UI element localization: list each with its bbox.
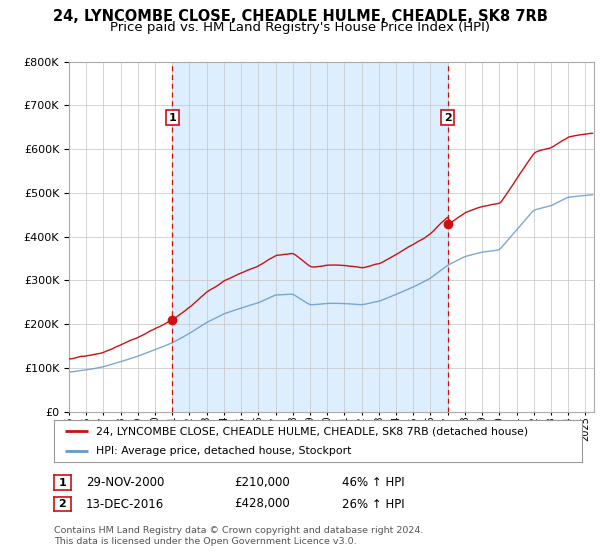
Text: 1: 1 [59, 478, 66, 488]
Text: £428,000: £428,000 [234, 497, 290, 511]
Text: 24, LYNCOMBE CLOSE, CHEADLE HULME, CHEADLE, SK8 7RB (detached house): 24, LYNCOMBE CLOSE, CHEADLE HULME, CHEAD… [96, 426, 529, 436]
Text: 1: 1 [169, 113, 176, 123]
Text: 13-DEC-2016: 13-DEC-2016 [86, 497, 164, 511]
Text: HPI: Average price, detached house, Stockport: HPI: Average price, detached house, Stoc… [96, 446, 352, 456]
Text: 46% ↑ HPI: 46% ↑ HPI [342, 476, 404, 489]
Text: Contains HM Land Registry data © Crown copyright and database right 2024.
This d: Contains HM Land Registry data © Crown c… [54, 526, 424, 546]
Text: 2: 2 [444, 113, 452, 123]
Text: £210,000: £210,000 [234, 476, 290, 489]
Text: Price paid vs. HM Land Registry's House Price Index (HPI): Price paid vs. HM Land Registry's House … [110, 21, 490, 34]
Text: 29-NOV-2000: 29-NOV-2000 [86, 476, 164, 489]
Text: 26% ↑ HPI: 26% ↑ HPI [342, 497, 404, 511]
Text: 2: 2 [59, 499, 66, 509]
Bar [172, 62, 448, 412]
Text: 24, LYNCOMBE CLOSE, CHEADLE HULME, CHEADLE, SK8 7RB: 24, LYNCOMBE CLOSE, CHEADLE HULME, CHEAD… [53, 9, 547, 24]
